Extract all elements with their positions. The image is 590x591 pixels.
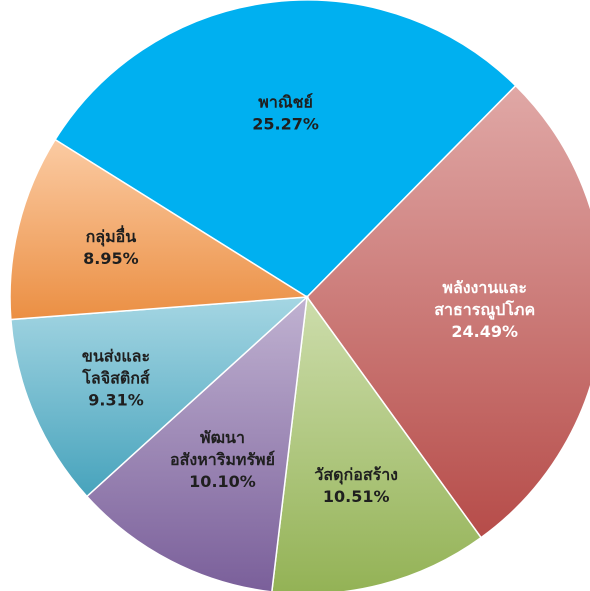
pie-value-label-2: 10.51% xyxy=(323,487,390,506)
pie-value-label-1: 24.49% xyxy=(451,322,518,341)
pie-value-label-0: 25.27% xyxy=(252,115,319,134)
pie-category-label-0: พาณิชย์ xyxy=(258,93,313,112)
pie-value-label-4: 9.31% xyxy=(88,391,144,410)
pie-labels: พาณิชย์ 25.27% พลังงานและสาธารณูปโภค24.49%… xyxy=(81,93,535,507)
pie-category-label-4: โลจิสติกส์ xyxy=(81,368,150,388)
pie-category-label-1: พลังงานและ xyxy=(442,278,527,297)
pie-slice-4 xyxy=(10,296,310,498)
pie-value-label-5: 8.95% xyxy=(83,249,139,268)
pie-category-label-2: วัสดุก่อสร้าง xyxy=(314,465,398,485)
pie-slice-2 xyxy=(271,295,483,591)
pie-slices xyxy=(9,0,590,591)
pie-value-label-3: 10.10% xyxy=(189,472,256,491)
pie-category-label-1: สาธารณูปโภค xyxy=(434,299,535,321)
pie-slice-5 xyxy=(9,138,310,321)
pie-category-label-3: อสังหาริมทรัพย์ xyxy=(170,450,275,469)
pie-category-label-3: พัฒนา xyxy=(200,428,245,447)
pie-slice-0 xyxy=(54,0,517,298)
pie-slice-3 xyxy=(85,295,308,591)
pie-category-label-4: ขนส่งและ xyxy=(82,347,150,366)
pie-category-label-5: กลุ่มอื่น xyxy=(86,225,137,247)
pie-slice-1 xyxy=(306,84,590,539)
